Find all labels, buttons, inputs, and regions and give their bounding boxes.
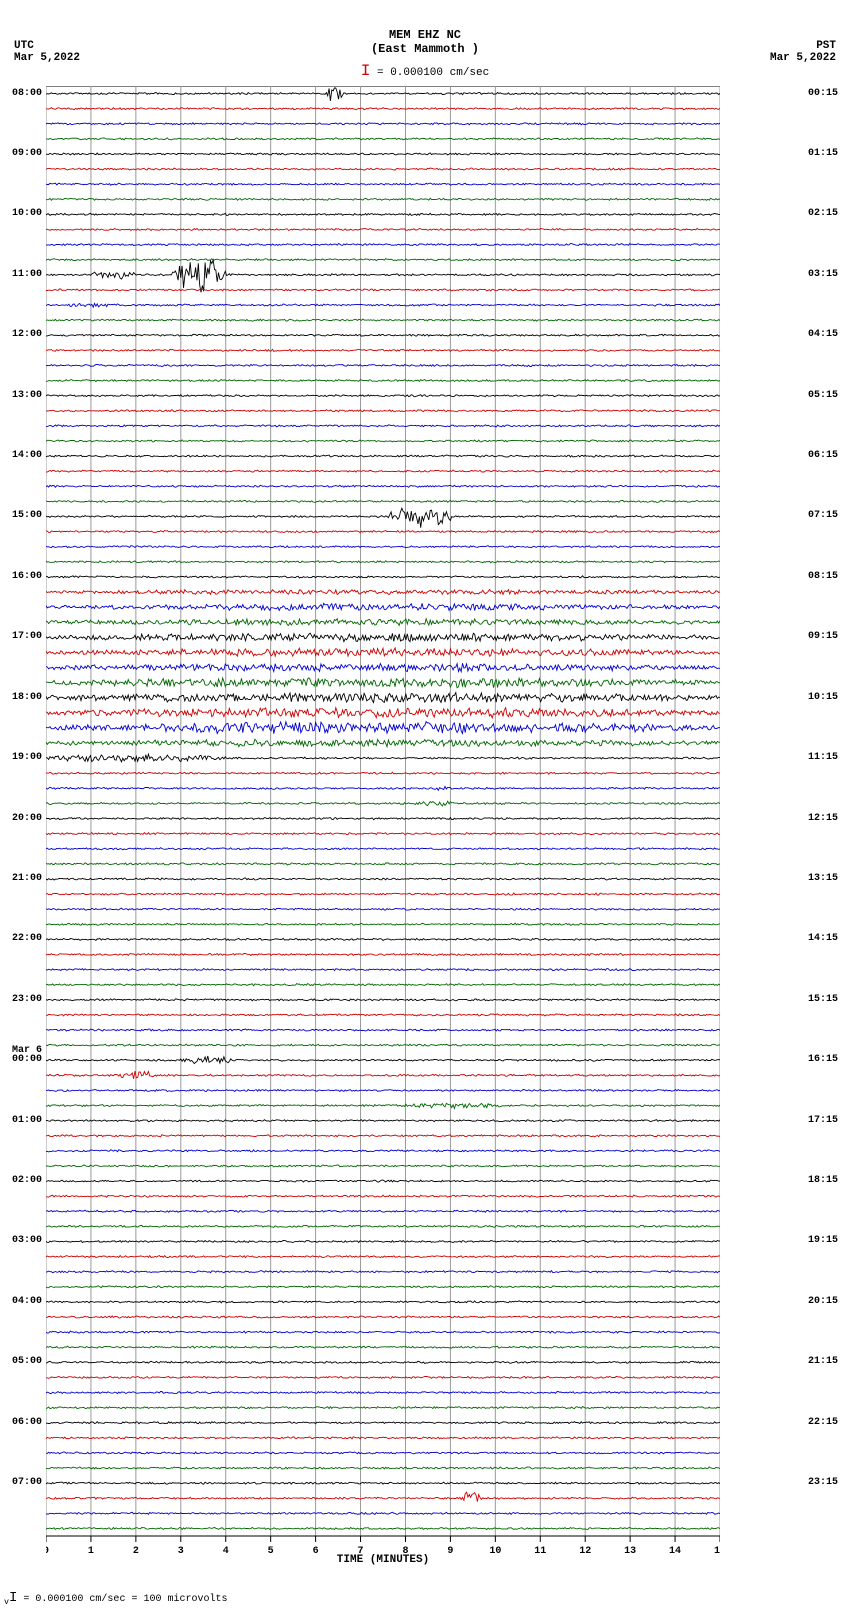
right-hour-label: 19:15 xyxy=(808,1236,838,1246)
right-hour-label: 01:15 xyxy=(808,149,838,159)
footer-scale: vI = 0.000100 cm/sec = 100 microvolts xyxy=(4,1590,227,1607)
right-hour-label: 22:15 xyxy=(808,1418,838,1428)
left-hour-label: 19:00 xyxy=(12,753,42,763)
left-hour-label: 20:00 xyxy=(12,814,42,824)
right-hour-label: 13:15 xyxy=(808,874,838,884)
scale-bar-text: = 0.000100 cm/sec xyxy=(377,67,489,79)
left-hour-label: 08:00 xyxy=(12,89,42,99)
station-location: (East Mammoth ) xyxy=(0,42,850,56)
left-hour-label: 06:00 xyxy=(12,1418,42,1428)
right-hour-label: 17:15 xyxy=(808,1116,838,1126)
x-axis-title: TIME (MINUTES) xyxy=(46,1554,720,1566)
left-hour-label: 12:00 xyxy=(12,330,42,340)
right-hour-label: 03:15 xyxy=(808,270,838,280)
left-hour-label: 11:00 xyxy=(12,270,42,280)
right-hour-label: 08:15 xyxy=(808,572,838,582)
tz-left-label: UTC xyxy=(14,40,80,52)
seismogram-plot: 0123456789101112131415 xyxy=(46,86,720,1558)
footer-scale-text: = 0.000100 cm/sec = 100 microvolts xyxy=(23,1594,227,1605)
station-code: MEM EHZ NC xyxy=(0,28,850,42)
right-hour-label: 21:15 xyxy=(808,1357,838,1367)
scale-legend: I = 0.000100 cm/sec xyxy=(0,62,850,80)
right-hour-label: 02:15 xyxy=(808,209,838,219)
left-hour-label: 13:00 xyxy=(12,391,42,401)
left-hour-label: 21:00 xyxy=(12,874,42,884)
right-hour-label: 20:15 xyxy=(808,1297,838,1307)
left-hour-label: 16:00 xyxy=(12,572,42,582)
right-hour-label: 10:15 xyxy=(808,693,838,703)
header: MEM EHZ NC (East Mammoth ) xyxy=(0,28,850,56)
left-hour-label: 09:00 xyxy=(12,149,42,159)
right-hour-labels: 00:15 01:15 02:15 03:15 04:15 05:15 06:15 07:15… xyxy=(806,86,850,1558)
tz-left-date: Mar 5,2022 xyxy=(14,52,80,64)
right-hour-label: 07:15 xyxy=(808,511,838,521)
tz-right-date: Mar 5,2022 xyxy=(770,52,836,64)
left-hour-label: 17:00 xyxy=(12,632,42,642)
right-hour-label: 18:15 xyxy=(808,1176,838,1186)
left-hour-label: 05:00 xyxy=(12,1357,42,1367)
left-hour-label: 01:00 xyxy=(12,1116,42,1126)
left-hour-label: 04:00 xyxy=(12,1297,42,1307)
left-hour-label: 10:00 xyxy=(12,209,42,219)
left-hour-label: 22:00 xyxy=(12,934,42,944)
left-hour-label: 00:00 xyxy=(12,1055,42,1065)
right-hour-label: 14:15 xyxy=(808,934,838,944)
right-hour-label: 23:15 xyxy=(808,1478,838,1488)
left-hour-label: 14:00 xyxy=(12,451,42,461)
left-hour-label: 23:00 xyxy=(12,995,42,1005)
right-hour-label: 15:15 xyxy=(808,995,838,1005)
right-hour-label: 09:15 xyxy=(808,632,838,642)
tz-right: PST Mar 5,2022 xyxy=(770,40,836,64)
left-hour-label: 03:00 xyxy=(12,1236,42,1246)
tz-left: UTC Mar 5,2022 xyxy=(14,40,80,64)
left-hour-label: 07:00 xyxy=(12,1478,42,1488)
seismogram-page: MEM EHZ NC (East Mammoth ) I = 0.000100 … xyxy=(0,0,850,1613)
right-hour-label: 04:15 xyxy=(808,330,838,340)
left-hour-label: 18:00 xyxy=(12,693,42,703)
right-hour-label: 00:15 xyxy=(808,89,838,99)
scale-bar-icon: I xyxy=(361,62,371,80)
right-hour-label: 16:15 xyxy=(808,1055,838,1065)
right-hour-label: 06:15 xyxy=(808,451,838,461)
tz-right-label: PST xyxy=(770,40,836,52)
left-hour-labels: 08:00 09:00 10:00 11:00 12:00 13:00 14:00 15:00… xyxy=(0,86,44,1558)
right-hour-label: 05:15 xyxy=(808,391,838,401)
right-hour-label: 11:15 xyxy=(808,753,838,763)
left-hour-label: 02:00 xyxy=(12,1176,42,1186)
left-hour-label: 15:00 xyxy=(12,511,42,521)
right-hour-label: 12:15 xyxy=(808,814,838,824)
